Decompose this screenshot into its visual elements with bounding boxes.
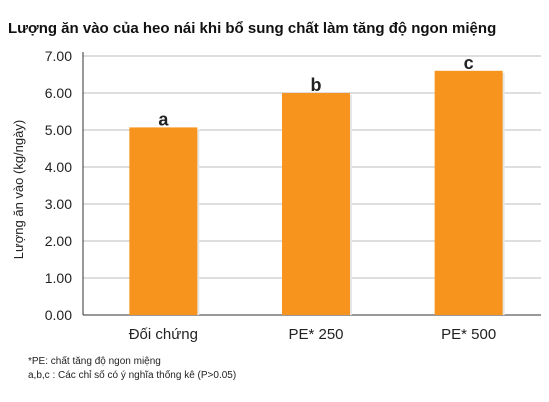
y-axis-label: Lượng ăn vào (kg/ngày) [11,120,26,259]
y-tick-label: 3.00 [45,196,72,212]
significance-label: c [464,53,474,73]
y-tick-label: 0.00 [45,307,72,323]
bars [129,70,505,315]
labels: 0.00 1.00 2.00 3.00 4.00 5.00 6.00 7.00 a Đối chứ… [11,48,496,343]
x-tick-label: Đối chứng [129,326,198,343]
bar-1 [129,127,198,315]
significance-label: b [311,75,322,95]
y-tick-label: 2.00 [45,233,72,249]
footnote-pe: *PE: chất tăng độ ngon miệng [28,356,161,367]
chart-title: Lượng ăn vào của heo nái khi bổ sung chấ… [8,20,497,37]
y-tick-label: 6.00 [45,85,72,101]
y-tick-label: 7.00 [45,48,72,64]
y-tick-label: 1.00 [45,270,72,286]
x-tick-label: PE* 500 [441,326,496,343]
x-tick-label: PE* 250 [288,326,343,343]
y-tick-label: 5.00 [45,122,72,138]
bar-3 [434,70,503,315]
significance-label: a [158,109,169,129]
y-tick-label: 4.00 [45,159,72,175]
bar-2 [282,93,350,315]
footnote-significance: a,b,c : Các chỉ số có ý nghĩa thống kê (… [28,370,237,381]
